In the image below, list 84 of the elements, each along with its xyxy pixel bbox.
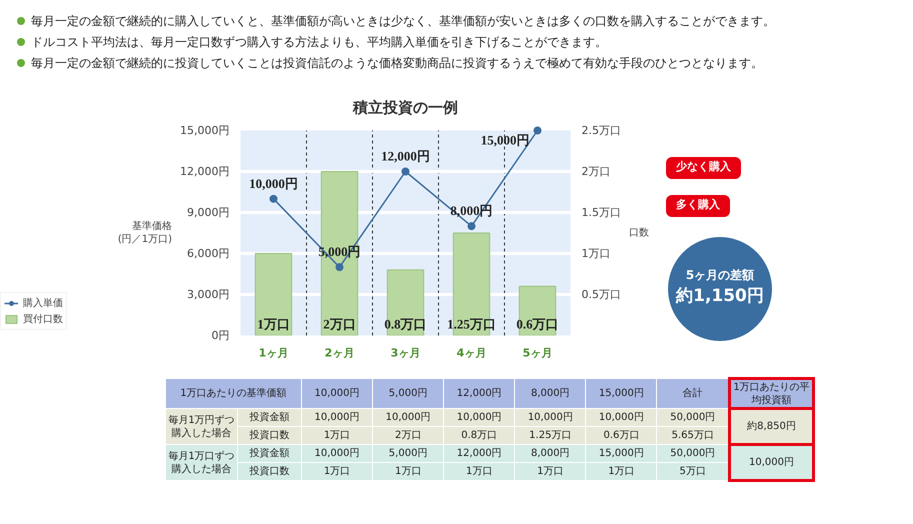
text: 10,000円 (301, 378, 373, 408)
text: 投資金額 (238, 408, 302, 426)
text: 多く購入 (666, 195, 730, 217)
data-label: 10,000円 (249, 176, 298, 191)
x-tick-label: 5ヶ月 (522, 346, 552, 360)
text: 1万口あたりの平均投資額 (730, 378, 814, 408)
y2-tick-label: 0.5万口 (582, 288, 621, 301)
text: 1.25万口 (514, 426, 586, 444)
text: 10,000円 (301, 444, 373, 462)
x-tick-label: 3ヶ月 (390, 346, 420, 360)
point (270, 194, 278, 203)
text: 0.8万口 (444, 426, 515, 444)
text: 5万口 (656, 462, 730, 480)
text: 5ヶ月の差額 (684, 267, 756, 284)
text: 10,000円 (301, 408, 373, 426)
text: 約8,850円 (730, 408, 814, 444)
text: ドルコスト平均法は、毎月一定口数ずつ購入する方法よりも、平均購入単価を引き下げることができます。 (30, 34, 608, 51)
chart-title: 積立投資の一例 (352, 98, 458, 116)
text: 投資口数 (238, 426, 302, 444)
text: 1万口あたりの基準価額 (166, 378, 302, 408)
text: 合計 (656, 378, 730, 408)
text: 10,000円 (444, 408, 515, 426)
text: 1万口 (514, 462, 586, 480)
point (468, 222, 476, 230)
text: 10,000円 (372, 408, 444, 426)
text: 10,000円 (586, 408, 657, 426)
point (402, 168, 410, 176)
text: 15,000円 (586, 444, 657, 462)
text: 1万口 (301, 426, 373, 444)
text: 5,000円 (372, 378, 444, 408)
text: 10,000円 (730, 444, 814, 480)
data-label: 1.25万口 (447, 316, 496, 332)
bar (386, 269, 424, 336)
y2-tick-label: 2万口 (582, 165, 610, 178)
text: 1万口 (586, 462, 657, 480)
text: 約1,150円 (674, 285, 765, 308)
text: 1万口 (372, 462, 444, 480)
y2-tick-label: 2.5万口 (582, 124, 621, 137)
y-tick-label: 0円 (212, 329, 230, 342)
y-tick-label: 3,000円 (187, 288, 230, 301)
y-tick-label: 12,000円 (180, 165, 230, 178)
legend-label: 購入単価 (23, 296, 63, 310)
y-tick-label: 15,000円 (180, 124, 230, 137)
y2-tick-label: 1.5万口 (582, 206, 621, 219)
text: 10,000円 (514, 408, 586, 426)
text: 投資口数 (238, 462, 302, 480)
text: 毎月一定の金額で継続的に投資していくことは投資信託のような価格変動商品に投資するうえで極めて有効な手段のひとつとなります。 (30, 55, 764, 72)
text: 15,000円 (586, 378, 657, 408)
data-label: 2万口 (323, 316, 356, 332)
data-label: 0.6万口 (516, 316, 559, 332)
text: 投資金額 (238, 444, 302, 462)
y-tick-label: 9,000円 (187, 206, 230, 219)
y2-axis-title: 口数 (628, 228, 649, 238)
text: 1万口 (444, 462, 515, 480)
text: 12,000円 (444, 444, 515, 462)
x-tick-label: 4ヶ月 (456, 346, 486, 360)
x-tick-label: 2ヶ月 (324, 346, 354, 360)
data-label: 15,000円 (480, 132, 530, 148)
text: 少なく購入 (666, 157, 741, 179)
text: 毎月一定の金額で継続的に購入していくと、基準価額が高いときは少なく、基準価額が安いときは多くの口数を購入することができます。 (30, 13, 775, 30)
text: 50,000円 (656, 444, 730, 462)
text: 1万口 (301, 462, 373, 480)
point (534, 126, 542, 134)
data-label: 12,000円 (381, 148, 430, 164)
y2-tick-label: 1万口 (582, 247, 610, 260)
x-tick-label: 1ヶ月 (258, 346, 288, 360)
text: 8,000円 (514, 444, 586, 462)
text: 5,000円 (372, 444, 444, 462)
text: 50,000円 (656, 408, 730, 426)
data-label: 0.8万口 (384, 316, 427, 332)
text: 0.6万口 (586, 426, 657, 444)
text: 毎月1万口ずつ購入した場合 (166, 444, 238, 480)
text: 8,000円 (514, 378, 586, 408)
data-label: 1万口 (257, 316, 290, 332)
bar (254, 253, 292, 336)
text: 2万口 (372, 426, 444, 444)
legend-label: 買付口数 (23, 313, 63, 326)
text: 毎月1万円ずつ購入した場合 (166, 408, 238, 444)
text: 5.65万口 (656, 426, 730, 444)
y-axis-title: 基準価格 (円／1万口) (118, 220, 172, 246)
y-tick-label: 6,000円 (187, 247, 230, 260)
bar (320, 171, 358, 336)
point (336, 263, 344, 272)
text: 12,000円 (444, 378, 515, 408)
